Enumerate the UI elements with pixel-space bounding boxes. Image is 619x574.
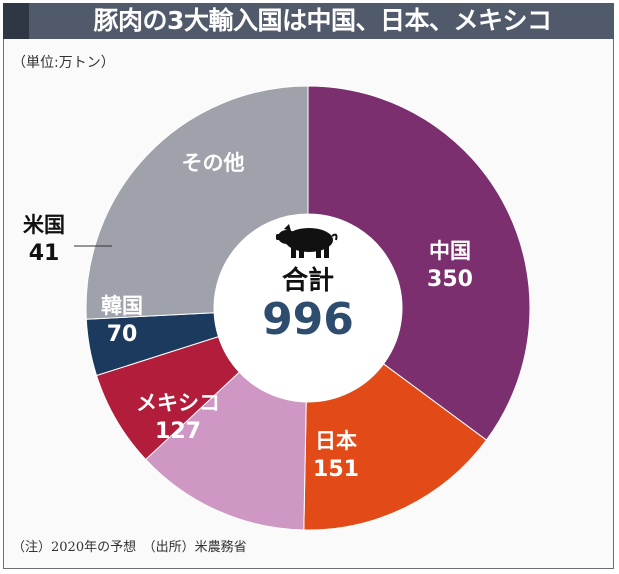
footnote: （注）2020年の予想 （出所）米農務省 [12,540,247,555]
slice-label-name-0: 中国 [429,239,471,263]
pig-icon [276,224,338,258]
unit-note: （単位:万トン） [12,55,115,71]
slice-label-value-0: 350 [427,267,473,292]
center-hole [214,214,402,402]
slice-label-name-5: その他 [182,151,245,175]
slice-labels: 中国 350 日本 151 メキシコ 127 韓国 70 米国 41 その他 [23,151,473,482]
chart-title: 豚肉の3大輸入国は中国、日本、メキシコ [93,6,552,35]
slice-0 [307,85,531,441]
slice-label-name-1: 日本 [315,429,357,453]
donut-slices [85,85,531,531]
slice-label-value-3: 70 [107,322,138,347]
slice-label-value-1: 151 [313,457,359,482]
slice-label-value-2: 127 [155,419,201,444]
center-total-label: 合計 [282,265,334,296]
slice-label-name-3: 韓国 [101,294,143,318]
title-bar: 豚肉の3大輸入国は中国、日本、メキシコ [3,3,614,39]
slice-label-value-4: 41 [29,241,60,266]
center-total-value: 996 [262,294,354,345]
slice-label-name-4: 米国 [23,213,65,237]
slice-label-name-2: メキシコ [136,391,220,415]
slice-1 [303,363,488,531]
